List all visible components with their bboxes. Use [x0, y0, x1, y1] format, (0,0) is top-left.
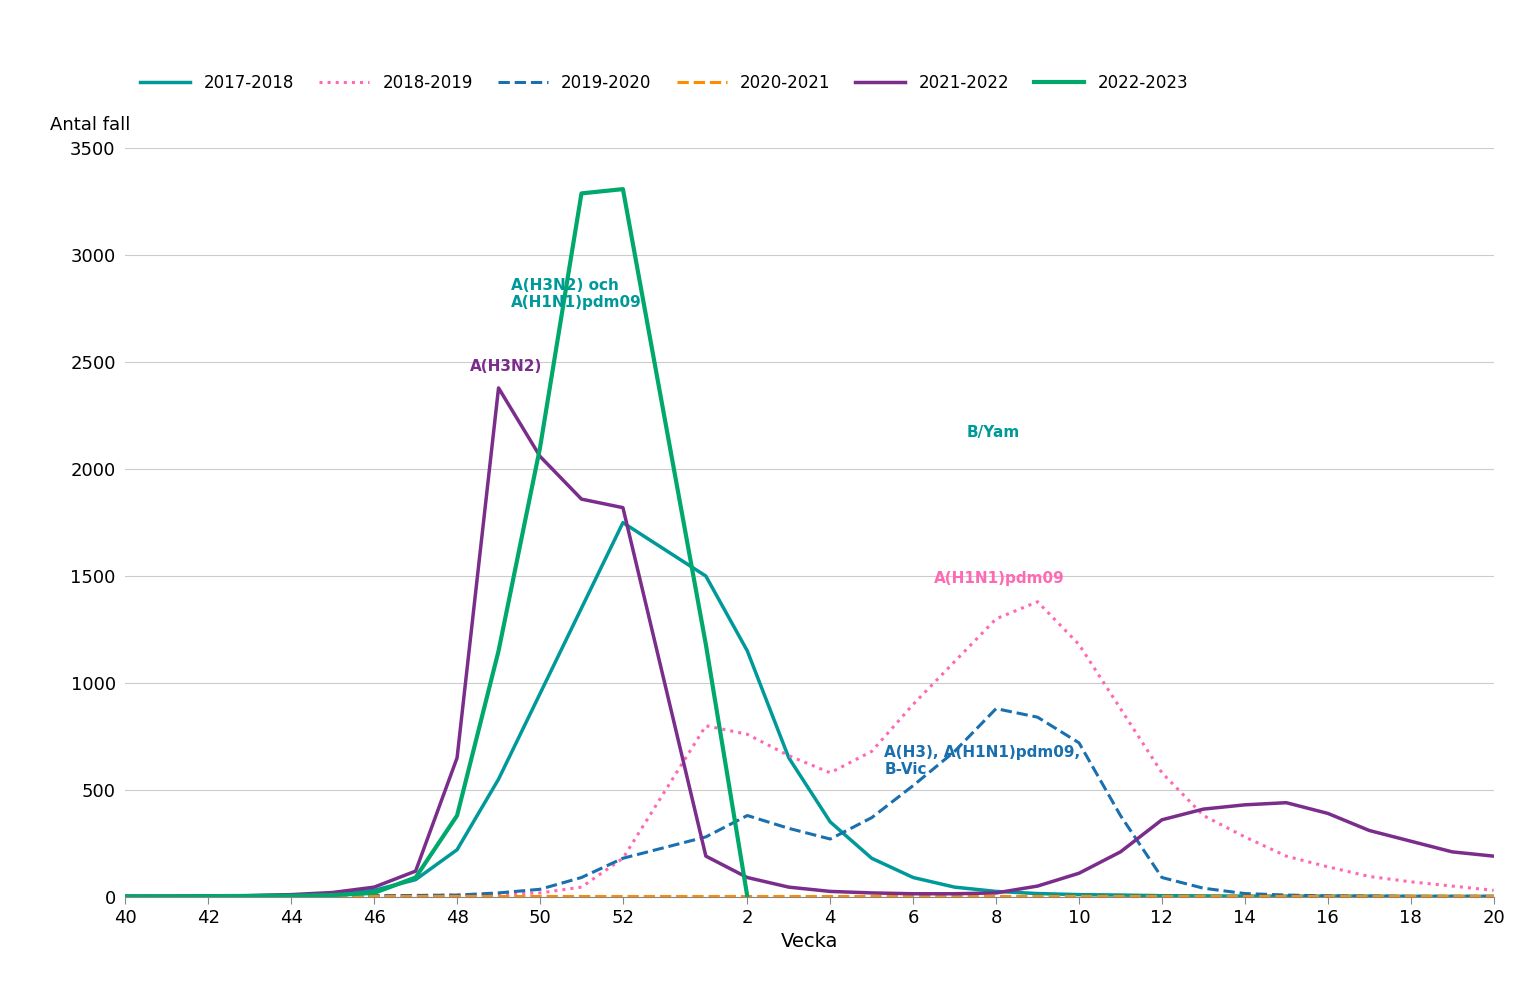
Legend: 2017-2018, 2018-2019, 2019-2020, 2020-2021, 2021-2022, 2022-2023: 2017-2018, 2018-2019, 2019-2020, 2020-20… [134, 67, 1195, 99]
Text: A(H3N2) och
A(H1N1)pdm09: A(H3N2) och A(H1N1)pdm09 [511, 278, 641, 310]
Text: A(H3N2): A(H3N2) [470, 360, 543, 374]
Text: B/Yam: B/Yam [967, 425, 1020, 440]
Text: Antal fall: Antal fall [50, 116, 131, 133]
X-axis label: Vecka: Vecka [781, 932, 838, 951]
Text: A(H1N1)pdm09: A(H1N1)pdm09 [933, 571, 1064, 586]
Text: A(H3), A(H1N1)pdm09,
B-Vic: A(H3), A(H1N1)pdm09, B-Vic [885, 745, 1081, 777]
